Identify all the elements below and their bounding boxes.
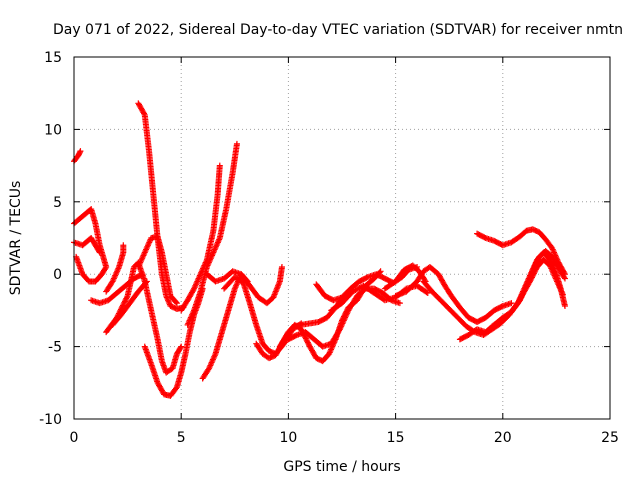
data-point: [561, 269, 568, 276]
series-prn-s: [313, 263, 421, 304]
data-point: [142, 279, 149, 286]
y-tick-label: 0: [53, 267, 62, 283]
data-point: [508, 300, 515, 307]
data-point: [531, 269, 538, 276]
data-point: [534, 257, 541, 264]
data-point: [423, 289, 430, 296]
grid-lines: [74, 57, 610, 419]
data-point: [119, 302, 126, 309]
x-tick-label: 15: [387, 430, 405, 446]
data-point: [498, 303, 505, 310]
data-point: [96, 249, 103, 256]
series-prn-e: [103, 242, 127, 295]
data-point: [561, 271, 568, 278]
data-point: [121, 298, 128, 305]
data-point: [122, 296, 129, 303]
data-point: [302, 335, 309, 342]
data-point: [561, 303, 568, 310]
data-point: [216, 162, 223, 169]
data-point: [121, 299, 128, 306]
data-point: [233, 140, 240, 147]
series-prn-m: [199, 271, 251, 382]
series-prn-f: [103, 259, 185, 376]
series-prn-g: [109, 278, 150, 328]
data-point: [363, 274, 370, 281]
data-point: [306, 342, 313, 349]
series-prn-k: [178, 162, 223, 314]
data-point: [172, 385, 179, 392]
data-point: [123, 294, 130, 301]
data-point: [141, 110, 148, 117]
series-prn-v: [392, 263, 515, 325]
data-point: [534, 256, 541, 263]
data-point: [178, 343, 185, 350]
y-tick-label: 5: [53, 195, 62, 211]
data-points: [71, 100, 568, 399]
data-point: [173, 300, 180, 307]
data-point: [120, 301, 127, 308]
data-point: [377, 268, 384, 275]
x-tick-label: 0: [70, 430, 79, 446]
x-tick-label: 20: [494, 430, 512, 446]
series-prn-l: [184, 140, 240, 328]
data-point: [190, 286, 197, 293]
y-tick-label: -10: [39, 412, 62, 428]
x-tick-label: 25: [601, 430, 619, 446]
series-prn-a: [71, 148, 84, 165]
data-point: [278, 263, 285, 270]
data-point: [529, 273, 536, 280]
y-tick-label: 15: [44, 50, 62, 66]
data-point: [559, 291, 566, 298]
data-point: [424, 290, 431, 297]
series-prn-o: [221, 274, 305, 357]
data-point: [302, 334, 309, 341]
data-point: [481, 234, 488, 241]
data-point: [532, 267, 539, 274]
series-prn-n: [203, 263, 285, 307]
series-prn-z: [489, 256, 566, 330]
series-prn-y: [474, 226, 568, 278]
x-axis-label: GPS time / hours: [283, 459, 400, 475]
series-prn-b: [71, 206, 110, 285]
data-point: [304, 339, 311, 346]
chart-title: Day 071 of 2022, Sidereal Day-to-day VTE…: [53, 22, 623, 38]
data-point: [96, 248, 103, 255]
data-point: [123, 295, 130, 302]
series-prn-j: [135, 233, 180, 307]
series-prn-t: [328, 282, 431, 314]
x-tick-label: 5: [177, 430, 186, 446]
data-point: [305, 340, 312, 347]
data-point: [120, 242, 127, 249]
data-point: [143, 278, 150, 285]
plot-frame: [73, 56, 611, 420]
data-point: [304, 338, 311, 345]
data-point: [177, 344, 184, 351]
axis-ticks: 0 5 10 15 20 25 -10 -5 0 5 10 15: [39, 50, 619, 446]
data-point: [528, 274, 535, 281]
y-tick-label: -5: [48, 340, 62, 356]
data-point: [396, 300, 403, 307]
data-point: [532, 266, 539, 273]
data-point: [292, 332, 299, 339]
data-point: [77, 148, 84, 155]
data-point: [527, 276, 534, 283]
series-prn-c: [71, 235, 103, 256]
data-point: [172, 299, 179, 306]
x-tick-label: 10: [279, 430, 297, 446]
data-point: [530, 270, 537, 277]
data-point: [303, 336, 310, 343]
y-tick-label: 10: [44, 122, 62, 138]
y-axis-label: SDTVAR / TECUs: [8, 181, 24, 296]
data-point: [530, 271, 537, 278]
data-point: [528, 275, 535, 282]
